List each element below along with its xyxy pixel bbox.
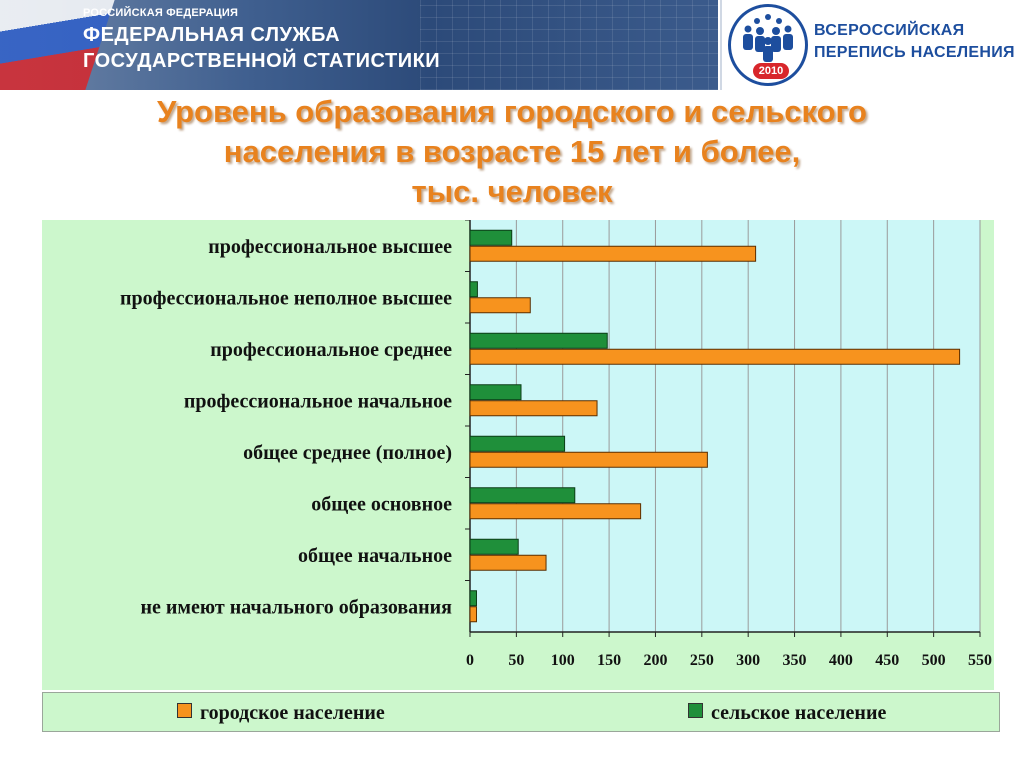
org-name-line1: ФЕДЕРАЛЬНАЯ СЛУЖБА — [83, 24, 341, 46]
legend-item-urban: городское население — [177, 702, 385, 725]
chart-title-line-3: тыс. человек — [411, 174, 613, 209]
chart-title: Уровень образования городского и сельско… — [40, 92, 984, 212]
x-tick-label-0: 0 — [466, 652, 474, 669]
x-tick-label-5: 250 — [690, 652, 714, 669]
category-label-2: профессиональное среднее — [210, 339, 452, 361]
people-group-icon — [743, 14, 793, 62]
bar-rural-3 — [469, 384, 522, 401]
bar-rural-6 — [469, 538, 519, 555]
category-label-4: общее среднее (полное) — [243, 442, 452, 464]
legend-swatch-rural — [688, 703, 703, 718]
bar-rural-4 — [469, 435, 566, 452]
x-tick-label-10: 500 — [922, 652, 946, 669]
bar-urban-7 — [469, 606, 477, 623]
bar-rural-2 — [469, 332, 608, 349]
category-label-1: профессиональное неполное высшее — [120, 287, 452, 309]
x-tick-label-8: 400 — [829, 652, 853, 669]
x-tick-label-9: 450 — [875, 652, 899, 669]
chart-title-line-2: населения в возрасте 15 лет и более, — [223, 134, 801, 169]
category-label-5: общее основное — [311, 493, 452, 515]
bar-urban-0 — [469, 245, 757, 262]
x-tick-label-7: 350 — [783, 652, 807, 669]
category-label-3: профессиональное начальное — [184, 390, 452, 412]
bar-urban-1 — [469, 297, 531, 314]
org-name-line2: ГОСУДАРСТВЕННОЙ СТАТИСТИКИ — [83, 50, 441, 72]
chart-title-line-1: Уровень образования городского и сельско… — [157, 94, 867, 129]
legend-label-rural: сельское население — [711, 702, 887, 724]
category-label-6: общее начальное — [298, 545, 452, 567]
bar-urban-4 — [469, 451, 708, 468]
bar-urban-5 — [469, 503, 642, 520]
census-title-line2: ПЕРЕПИСЬ НАСЕЛЕНИЯ — [814, 44, 1015, 61]
bar-rural-5 — [469, 487, 576, 504]
census-year-badge: 2010 — [753, 63, 789, 79]
legend-item-rural: сельское население — [688, 702, 886, 725]
census-logo-icon: 2010 — [728, 4, 808, 86]
category-label-0: профессиональное высшее — [208, 236, 452, 258]
bar-rural-7 — [469, 590, 477, 607]
bar-urban-2 — [469, 348, 961, 365]
x-tick-label-1: 50 — [508, 652, 524, 669]
plot-background — [470, 220, 980, 632]
census-logo-area: 2010 ВСЕРОССИЙСКАЯ ПЕРЕПИСЬ НАСЕЛЕНИЯ — [720, 0, 1024, 90]
legend-swatch-urban — [177, 703, 192, 718]
bar-urban-3 — [469, 400, 598, 417]
x-tick-label-11: 550 — [968, 652, 992, 669]
chart-area: 0 50 100 150 200 250 300 350 400 450 500 550 професс… — [42, 219, 994, 690]
x-tick-label-4: 200 — [643, 652, 667, 669]
category-label-7: не имеют начального образования — [140, 596, 452, 618]
census-title-line1: ВСЕРОССИЙСКАЯ — [814, 22, 965, 39]
bar-chart: 0 50 100 150 200 250 300 350 400 450 500 550 професс… — [120, 219, 992, 669]
x-tick-label-6: 300 — [736, 652, 760, 669]
org-country: РОССИЙСКАЯ ФЕДЕРАЦИЯ — [83, 7, 239, 19]
legend-label-urban: городское население — [200, 702, 385, 724]
bar-urban-6 — [469, 554, 547, 571]
banner-grid-decoration — [420, 0, 718, 90]
bar-rural-0 — [469, 229, 513, 246]
x-tick-label-2: 100 — [551, 652, 575, 669]
header-banner: РОССИЙСКАЯ ФЕДЕРАЦИЯ ФЕДЕРАЛЬНАЯ СЛУЖБА … — [0, 0, 718, 90]
chart-legend: городское население сельское население — [42, 692, 1000, 732]
bar-rural-1 — [469, 281, 478, 298]
x-tick-label-3: 150 — [597, 652, 621, 669]
